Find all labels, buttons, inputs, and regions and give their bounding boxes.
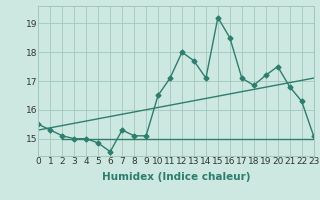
X-axis label: Humidex (Indice chaleur): Humidex (Indice chaleur)	[102, 172, 250, 182]
